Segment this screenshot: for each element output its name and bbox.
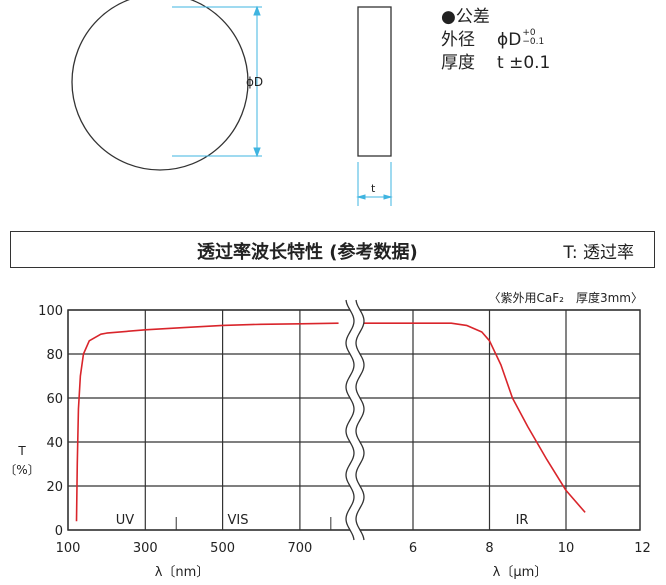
region-label-ir: IR [516, 513, 529, 528]
x-tick-label: 6 [409, 541, 417, 556]
tol-plus: +0 [522, 28, 536, 38]
thickness-label: t [371, 182, 376, 195]
region-label-uv: UV [116, 513, 135, 528]
diameter-value: ϕD [497, 30, 522, 50]
diameter-tolerance: 外径 ϕD+0 −0.1 [441, 29, 544, 51]
thickness-value: t ±0.1 [497, 53, 551, 73]
y-tick-label: 80 [46, 348, 63, 363]
transmission-curve-um [359, 322, 586, 513]
x-axis-label-nm: λ〔nm〕 [155, 565, 210, 580]
transmission-curve-nm [75, 322, 339, 522]
x-axis-label-um: λ〔μm〕 [493, 565, 548, 580]
y-tick-label: 0 [55, 524, 63, 539]
section-legend: T: 透过率 [563, 243, 634, 263]
disk-front-view [71, 0, 249, 171]
axis-break-line [345, 299, 355, 541]
region-label-vis: VIS [228, 513, 249, 528]
tolerance-heading: ●公差 [441, 7, 490, 27]
y-tick-label: 40 [46, 436, 63, 451]
x-tick-label: 8 [485, 541, 493, 556]
y-axis-label-top: T [17, 444, 26, 458]
chart-note: 〈紫外用CaF₂ 厚度3mm〉 [489, 290, 643, 305]
thickness-label-text: 厚度 [441, 53, 475, 73]
x-tick-label: 300 [133, 541, 158, 556]
y-tick-label: 100 [38, 304, 63, 319]
y-tick-label: 20 [46, 480, 63, 495]
tol-minus: −0.1 [522, 37, 545, 47]
section-header: 透过率波长特性 (参考数据) T: 透过率 [10, 231, 655, 268]
axis-break-gap [346, 300, 364, 540]
y-tick-label: 60 [46, 392, 63, 407]
diameter-label: ϕD [246, 75, 263, 89]
disk-side-view [357, 6, 392, 157]
x-tick-label: 10 [558, 541, 575, 556]
thickness-tolerance: 厚度 t ±0.1 [441, 52, 550, 74]
x-tick-label: 12 [634, 541, 651, 556]
x-tick-label: 100 [56, 541, 81, 556]
x-tick-label: 700 [287, 541, 312, 556]
diameter-dimension [172, 5, 262, 158]
thickness-dimension [356, 162, 393, 206]
y-axis-label-bottom: 〔%〕 [4, 463, 39, 477]
x-tick-label: 500 [210, 541, 235, 556]
section-title: 透过率波长特性 (参考数据) [197, 242, 418, 263]
axis-break-line [355, 299, 365, 541]
diameter-label-text: 外径 [441, 30, 475, 50]
